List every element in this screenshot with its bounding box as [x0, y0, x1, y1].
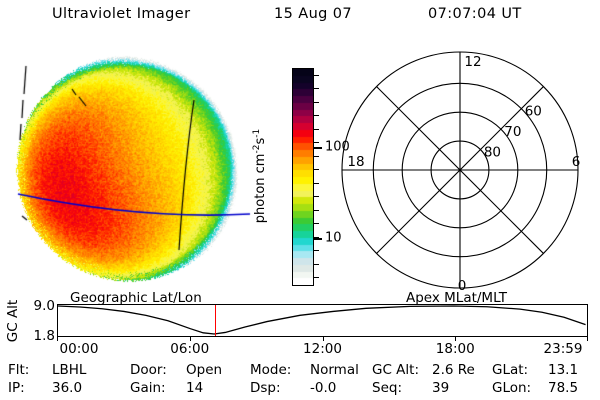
gc-alt-curve — [58, 305, 586, 335]
colorbar-minor-tick — [313, 223, 319, 224]
status-value: LBHL — [52, 362, 87, 378]
apex-mlat-mlt-dial: 12 6 0 18 60 70 80 — [330, 42, 592, 298]
status-value: 36.0 — [52, 380, 83, 396]
colorbar-major-tick — [313, 147, 322, 150]
colorbar-minor-tick — [313, 264, 319, 265]
colorbar-minor-tick — [313, 115, 319, 116]
time-tick — [189, 337, 191, 341]
colorbar-minor-tick — [313, 183, 319, 184]
alt-y-tick-0: 9.0 — [33, 298, 55, 314]
status-value: 2.6 Re — [432, 362, 475, 378]
page-title: Ultraviolet Imager — [52, 6, 191, 22]
time-tick — [455, 337, 457, 341]
polar-mlt-label-6: 6 — [572, 154, 581, 170]
status-label: Flt: — [8, 362, 30, 378]
colorbar-tick-label: 10 — [325, 230, 342, 246]
status-value: -0.0 — [310, 380, 337, 396]
polar-mlt-label-0: 0 — [458, 278, 467, 294]
polar-mlt-label-12: 12 — [464, 54, 481, 70]
status-value: 13.1 — [548, 362, 579, 378]
colorbar-minor-tick — [313, 88, 319, 89]
polar-spoke-diagonal-2 — [376, 86, 544, 254]
status-block: Flt: LBHL Door: Open Mode: Normal GC Alt: 2.6 R… — [0, 362, 600, 398]
status-label: GLon: — [492, 380, 532, 396]
status-label: Mode: — [250, 362, 292, 378]
status-value: 39 — [432, 380, 450, 396]
colorbar-label-exp2: -1 — [251, 128, 262, 138]
colorbar-minor-tick — [313, 237, 319, 238]
status-value: 14 — [186, 380, 204, 396]
polar-lat-label-60: 60 — [525, 104, 542, 120]
caption-geographic: Geographic Lat/Lon — [70, 290, 202, 306]
observation-date: 15 Aug 07 — [274, 6, 353, 22]
alt-y-tick-1: 1.8 — [33, 328, 55, 344]
colorbar: 100 10 photon cm-2s-1 — [252, 68, 350, 286]
status-label: Gain: — [130, 380, 166, 396]
colorbar-minor-tick — [313, 142, 319, 143]
time-tick-label: 00:00 — [59, 341, 99, 357]
time-tick — [587, 337, 589, 341]
polar-lat-label-80: 80 — [484, 145, 501, 161]
colorbar-minor-tick — [313, 156, 319, 157]
time-tick — [57, 337, 59, 341]
time-tick-label: 18:00 — [435, 341, 475, 357]
status-label: IP: — [8, 380, 25, 396]
colorbar-minor-tick — [313, 196, 319, 197]
colorbar-label-exp1: -2 — [251, 144, 262, 154]
ultraviolet-earth-disk — [0, 44, 258, 296]
status-label: Seq: — [372, 380, 402, 396]
alt-axis-label-text: GC Alt — [5, 299, 21, 343]
colorbar-axis-label: photon cm-2s-1 — [252, 129, 268, 223]
colorbar-minor-tick — [313, 102, 319, 103]
status-label: GC Alt: — [372, 362, 420, 378]
disk-image-canvas — [0, 44, 258, 296]
status-label: Dsp: — [250, 380, 281, 396]
colorbar-minor-tick — [313, 210, 319, 211]
colorbar-gradient — [292, 68, 314, 286]
polar-lat-label-70: 70 — [504, 124, 521, 140]
status-value: 78.5 — [548, 380, 579, 396]
colorbar-minor-tick — [313, 75, 319, 76]
colorbar-minor-tick — [313, 129, 319, 130]
colorbar-minor-tick — [313, 169, 319, 170]
colorbar-minor-tick — [313, 250, 319, 251]
alt-y-tick-labels: 9.0 1.8 — [20, 298, 55, 344]
time-tick-label: 23:59 — [543, 341, 583, 357]
status-row: Flt: LBHL Door: Open Mode: Normal GC Alt: 2.6 R… — [0, 362, 600, 380]
polar-mlt-label-18: 18 — [347, 154, 364, 170]
time-tick — [322, 337, 324, 341]
time-tick-label: 06:00 — [170, 341, 210, 357]
colorbar-label-mid: s — [253, 137, 269, 145]
altitude-plot — [57, 304, 588, 337]
altitude-curve — [58, 305, 586, 335]
colorbar-label-main: photon cm — [253, 153, 269, 224]
caption-apex: Apex MLat/MLT — [406, 290, 507, 306]
status-row: IP: 36.0 Gain: 14 Dsp: -0.0 Seq: 39 GLon: 78.5 — [0, 380, 600, 398]
status-value: Normal — [310, 362, 359, 378]
status-label: Door: — [130, 362, 167, 378]
status-value: Open — [186, 362, 223, 378]
colorbar-minor-tick — [313, 277, 319, 278]
time-tick-label: 12:00 — [303, 341, 342, 357]
status-label: GLat: — [492, 362, 529, 378]
colorbar-major-tick — [313, 237, 322, 240]
observation-time: 07:07:04 UT — [428, 6, 522, 22]
current-time-marker — [214, 305, 217, 336]
